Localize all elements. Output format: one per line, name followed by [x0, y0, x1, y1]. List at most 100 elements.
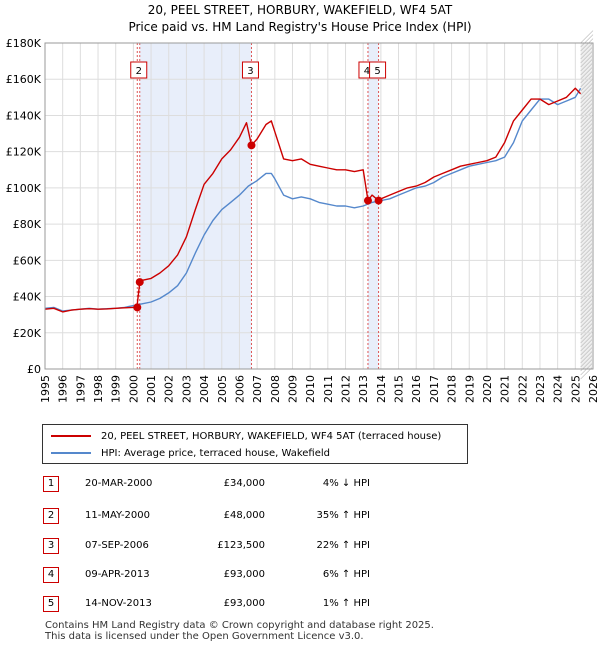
- future-hatch-line: [580, 306, 594, 320]
- future-hatch-line: [580, 242, 594, 256]
- footer-copyright: Contains HM Land Registry data © Crown c…: [45, 620, 434, 631]
- future-hatch-line: [580, 218, 594, 232]
- sale-number-badge: 1: [43, 476, 59, 492]
- y-tick-label: £0: [27, 363, 41, 376]
- sale-date: 07-SEP-2006: [85, 540, 149, 551]
- x-tick-label: 1997: [74, 375, 87, 403]
- sale-hpi-diff: 35% ↑ HPI: [316, 510, 370, 521]
- x-tick-label: 1999: [110, 375, 123, 403]
- future-hatch-line: [580, 110, 594, 124]
- legend-item-property: 20, PEEL STREET, HORBURY, WAKEFIELD, WF4…: [51, 428, 441, 444]
- legend-label-property: 20, PEEL STREET, HORBURY, WAKEFIELD, WF4…: [101, 430, 442, 442]
- x-tick-label: 2024: [552, 375, 565, 403]
- x-tick-label: 2020: [481, 375, 494, 403]
- x-tick-label: 2018: [446, 375, 459, 403]
- future-hatch-line: [580, 162, 594, 176]
- x-tick-label: 2005: [216, 375, 229, 403]
- future-hatch-line: [580, 122, 594, 136]
- x-tick-label: 2015: [393, 375, 406, 403]
- future-hatch-line: [580, 38, 594, 52]
- price-chart: £0 £20K £40K £60K £80K £100K £120K £140K £160K £1…: [6, 30, 600, 403]
- legend-item-hpi: HPI: Average price, terraced house, Wake…: [51, 445, 330, 461]
- x-tick-label: 2017: [428, 375, 441, 403]
- y-tick-label: £100K: [6, 182, 42, 195]
- future-hatch-line: [580, 78, 594, 92]
- legend-label-hpi: HPI: Average price, terraced house, Wake…: [101, 447, 331, 459]
- future-hatch-line: [580, 58, 594, 72]
- future-hatch-line: [580, 178, 594, 192]
- x-tick-label: 2026: [587, 375, 600, 403]
- future-hatch-line: [580, 278, 594, 292]
- future-hatch-line: [580, 62, 594, 76]
- x-tick-label: 2013: [357, 375, 370, 403]
- sale-label-box: [241, 61, 259, 79]
- future-hatch-line: [580, 42, 594, 56]
- shaded-span: [139, 43, 252, 369]
- chart-subtitle: Price paid vs. HM Land Registry's House …: [128, 20, 472, 34]
- future-hatch-line: [580, 134, 594, 148]
- sale-point: [133, 303, 142, 312]
- sale-price: £48,000: [223, 510, 265, 521]
- sale-point: [135, 278, 144, 287]
- future-hatch-line: [580, 210, 594, 224]
- sale-date: 20-MAR-2000: [85, 478, 153, 489]
- y-tick-label: £80K: [13, 218, 42, 231]
- sale-label-box: [130, 61, 148, 79]
- y-tick-label: £180K: [6, 37, 42, 50]
- future-hatch-line: [580, 350, 594, 364]
- future-hatch-line: [580, 94, 594, 108]
- x-tick-label: 2000: [127, 375, 140, 403]
- sale-label-number: 2: [136, 66, 142, 77]
- footer: Contains HM Land Registry data © Crown c…: [45, 620, 434, 642]
- series-line: [44, 87, 582, 313]
- future-hatch-line: [580, 198, 594, 212]
- future-hatch-line: [580, 106, 594, 120]
- future-hatch-line: [580, 126, 594, 140]
- footer-license: This data is licensed under the Open Gov…: [45, 631, 364, 642]
- sale-number-badge: 4: [43, 567, 59, 583]
- sale-price: £123,500: [217, 540, 265, 551]
- sale-label-number: 3: [247, 66, 253, 77]
- sale-label-box: [369, 61, 387, 79]
- future-hatch-line: [580, 182, 594, 196]
- legend-swatch-property: [51, 435, 91, 437]
- x-tick-label: 2009: [286, 375, 299, 403]
- future-hatch-line: [580, 282, 594, 296]
- future-hatch-line: [580, 318, 594, 332]
- future-hatch-line: [580, 310, 594, 324]
- future-hatch-line: [580, 346, 594, 360]
- future-hatch-line: [580, 154, 594, 168]
- x-tick-label: 2022: [516, 375, 529, 403]
- future-hatch-line: [580, 54, 594, 68]
- sale-price: £34,000: [223, 478, 265, 489]
- x-tick-label: 2019: [463, 375, 476, 403]
- chart-title-block: 20, PEEL STREET, HORBURY, WAKEFIELD, WF4…: [0, 2, 600, 36]
- y-tick-label: £40K: [13, 291, 42, 304]
- x-tick-label: 2001: [145, 375, 158, 403]
- sale-row: 1 20-MAR-2000 £34,000 4% ↓ HPI: [0, 476, 600, 494]
- x-tick-label: 2025: [569, 375, 582, 403]
- sale-number-badge: 3: [43, 538, 59, 554]
- future-hatch-line: [580, 170, 594, 184]
- future-hatch-line: [580, 150, 594, 164]
- future-hatch-line: [580, 30, 594, 44]
- x-tick-label: 2011: [322, 375, 335, 403]
- future-hatch-line: [580, 50, 594, 64]
- future-hatch-line: [580, 202, 594, 216]
- sale-hpi-diff: 1% ↑ HPI: [322, 598, 370, 609]
- future-hatch-line: [580, 86, 594, 100]
- future-hatch-line: [580, 250, 594, 264]
- x-tick-label: 1995: [39, 375, 52, 403]
- future-hatch-line: [580, 146, 594, 160]
- x-tick-label: 2016: [410, 375, 423, 403]
- future-hatch-line: [580, 130, 594, 144]
- future-hatch-line: [580, 166, 594, 180]
- x-tick-label: 2002: [163, 375, 176, 403]
- future-hatch-line: [580, 226, 594, 240]
- sale-hpi-diff: 4% ↓ HPI: [322, 478, 370, 489]
- future-hatch-line: [580, 262, 594, 276]
- future-hatch-line: [580, 270, 594, 284]
- future-hatch-line: [580, 334, 594, 348]
- future-hatch-line: [580, 298, 594, 312]
- sale-row: 5 14-NOV-2013 £93,000 1% ↑ HPI: [0, 596, 600, 614]
